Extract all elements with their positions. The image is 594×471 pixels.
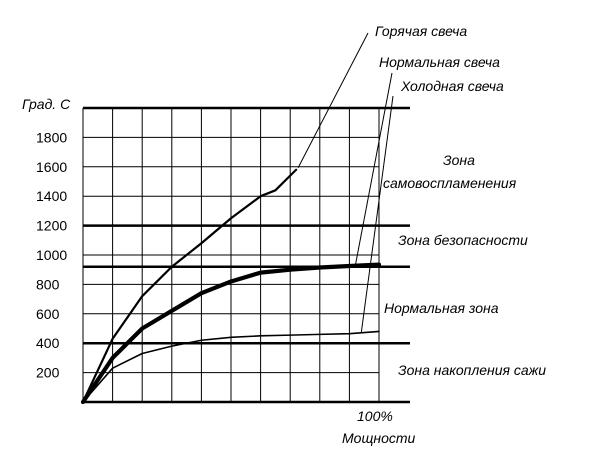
y-tick-label: 1400: [36, 188, 67, 204]
legend-leader-line: [297, 32, 369, 168]
x-tick-label: 100%: [357, 408, 393, 424]
zone-label: самовоспламенения: [383, 175, 517, 191]
y-axis-label: Град. С: [22, 96, 71, 112]
legend-label: Холодная свеча: [400, 78, 504, 94]
labels: Горячая свеча Нормальная свеча Холодная св…: [22, 23, 546, 446]
zone-label: Зона накопления сажи: [398, 362, 546, 378]
y-tick-label: 800: [36, 276, 60, 292]
series-line-3: [82, 330, 380, 403]
x-axis-label: Мощности: [342, 430, 416, 446]
series-lines: [80, 168, 382, 405]
legend-leaders: [297, 32, 394, 333]
legend-leader-line: [360, 95, 394, 333]
series-line-1: [81, 168, 298, 404]
y-tick-label: 200: [36, 365, 60, 381]
y-tick-label: 1000: [36, 247, 67, 263]
legend-label: Горячая свеча: [375, 23, 467, 39]
legend-leader-line: [354, 72, 393, 266]
zone-label: Зона безопасности: [398, 232, 528, 248]
y-tick-label: 1800: [36, 129, 67, 145]
zone-label: Нормальная зона: [384, 300, 499, 316]
grid: [82, 108, 380, 402]
y-tick-label: 600: [36, 306, 60, 322]
series-line-2: [80, 262, 382, 405]
y-tick-label: 400: [36, 335, 60, 351]
legend-label: Нормальная свеча: [379, 54, 500, 70]
y-tick-label: 1600: [36, 159, 67, 175]
y-tick-label: 1200: [36, 218, 67, 234]
zone-label: Зона: [443, 152, 475, 168]
